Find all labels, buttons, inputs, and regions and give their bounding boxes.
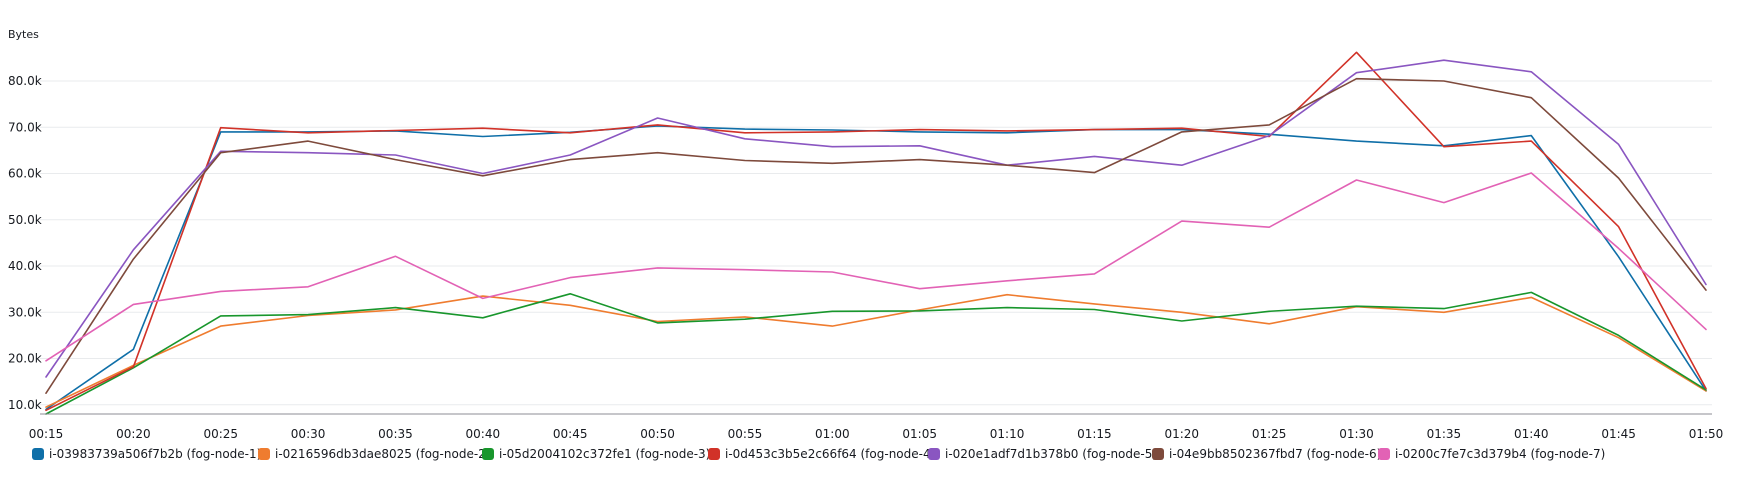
x-tick-label: 01:35	[1427, 427, 1462, 441]
legend-swatch	[482, 448, 494, 460]
series-line-fog-node-1[interactable]	[45, 125, 1707, 411]
legend-swatch	[708, 448, 720, 460]
legend-label: i-04e9bb8502367fbd7 (fog-node-6)	[1169, 447, 1381, 461]
y-axis-title: Bytes	[8, 28, 39, 41]
legend-item-fog-node-3[interactable]: i-05d2004102c372fe1 (fog-node-3)	[482, 447, 710, 461]
legend-item-fog-node-2[interactable]: i-0216596db3dae8025 (fog-node-2)	[258, 447, 490, 461]
y-tick-label: 50.0k	[8, 213, 42, 227]
legend-item-fog-node-5[interactable]: i-020e1adf7d1b378b0 (fog-node-5)	[928, 447, 1157, 461]
y-tick-label: 70.0k	[8, 120, 42, 134]
legend-label: i-0d453c3b5e2c66f64 (fog-node-4)	[725, 447, 935, 461]
legend-item-fog-node-6[interactable]: i-04e9bb8502367fbd7 (fog-node-6)	[1152, 447, 1381, 461]
y-tick-label: 20.0k	[8, 352, 42, 366]
x-tick-label: 01:30	[1339, 427, 1374, 441]
x-tick-label: 00:40	[466, 427, 501, 441]
series-line-fog-node-3[interactable]	[45, 291, 1707, 415]
legend-swatch	[1378, 448, 1390, 460]
y-tick-label: 60.0k	[8, 167, 42, 181]
y-tick-label: 30.0k	[8, 305, 42, 319]
series-line-fog-node-4[interactable]	[45, 51, 1707, 412]
legend-item-fog-node-4[interactable]: i-0d453c3b5e2c66f64 (fog-node-4)	[708, 447, 935, 461]
x-tick-label: 00:25	[203, 427, 238, 441]
y-tick-label: 40.0k	[8, 259, 42, 273]
grid-layer	[40, 80, 1712, 406]
series-line-fog-node-5[interactable]	[45, 59, 1707, 378]
series-line-fog-node-2[interactable]	[45, 293, 1707, 408]
x-tick-label: 01:05	[902, 427, 937, 441]
x-tick-label: 00:55	[728, 427, 763, 441]
x-tick-label: 01:10	[990, 427, 1025, 441]
x-tick-label: 00:30	[291, 427, 326, 441]
legend-label: i-0200c7fe7c3d379b4 (fog-node-7)	[1395, 447, 1605, 461]
x-tick-label: 01:00	[815, 427, 850, 441]
y-axis-ticks: 10.0k 20.0k 30.0k 40.0k 50.0k 60.0k 70.0k 80.0k	[8, 74, 42, 412]
x-tick-label: 00:45	[553, 427, 588, 441]
legend-swatch	[32, 448, 44, 460]
legend-label: i-05d2004102c372fe1 (fog-node-3)	[499, 447, 710, 461]
y-tick-label: 80.0k	[8, 74, 42, 88]
legend-swatch	[928, 448, 940, 460]
legend-label: i-020e1adf7d1b378b0 (fog-node-5)	[945, 447, 1157, 461]
x-tick-label: 01:45	[1601, 427, 1636, 441]
x-axis-ticks: 00:15 00:20 00:25 00:30 00:35 00:40 00:45 00:50…	[29, 427, 1724, 441]
legend-swatch	[258, 448, 270, 460]
series-layer	[45, 51, 1707, 415]
x-tick-label: 00:35	[378, 427, 413, 441]
legend-label: i-0216596db3dae8025 (fog-node-2)	[275, 447, 490, 461]
legend[interactable]: i-03983739a506f7b2b (fog-node-1) i-021659…	[32, 447, 1605, 461]
x-tick-label: 01:40	[1514, 427, 1549, 441]
x-tick-label: 00:15	[29, 427, 64, 441]
x-tick-label: 01:15	[1077, 427, 1112, 441]
legend-label: i-03983739a506f7b2b (fog-node-1)	[49, 447, 261, 461]
legend-item-fog-node-7[interactable]: i-0200c7fe7c3d379b4 (fog-node-7)	[1378, 447, 1605, 461]
x-tick-label: 00:20	[116, 427, 151, 441]
legend-swatch	[1152, 448, 1164, 460]
x-tick-label: 01:25	[1252, 427, 1287, 441]
x-tick-label: 01:20	[1164, 427, 1199, 441]
series-line-fog-node-7[interactable]	[45, 172, 1707, 362]
y-tick-label: 10.0k	[8, 398, 42, 412]
x-tick-label: 01:50	[1689, 427, 1724, 441]
series-line-fog-node-6[interactable]	[45, 77, 1707, 395]
legend-item-fog-node-1[interactable]: i-03983739a506f7b2b (fog-node-1)	[32, 447, 261, 461]
x-tick-label: 00:50	[640, 427, 675, 441]
